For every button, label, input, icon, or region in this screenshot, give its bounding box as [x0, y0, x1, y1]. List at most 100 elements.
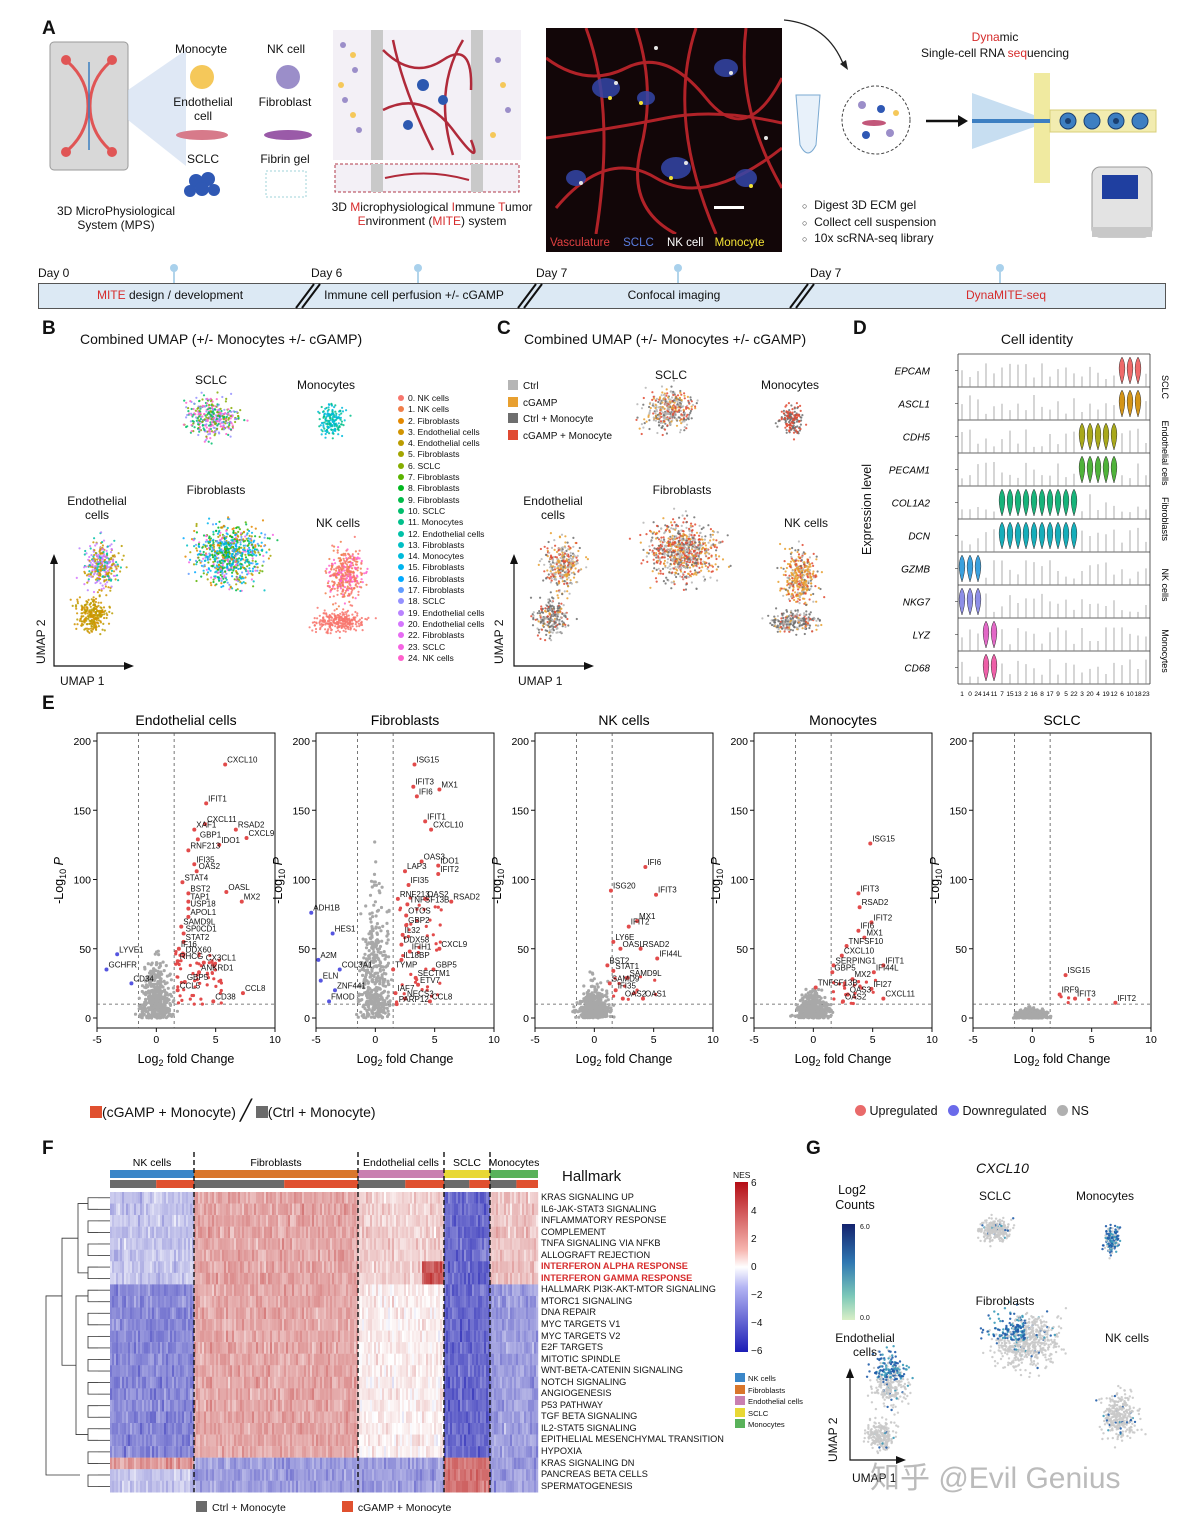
volcano-ytick: 150 [511, 805, 529, 817]
violin [1038, 521, 1046, 550]
volcano-ylabel: -Log10 P [52, 856, 68, 904]
violin-xtick: 19 [1102, 691, 1110, 698]
volcano-title: NK cells [598, 712, 649, 728]
volcano-point-OAS2: OAS2 [423, 890, 449, 901]
volcano-ns-points [1011, 1005, 1053, 1020]
volcano-xtick: 5 [213, 1034, 219, 1046]
curved-arrow [783, 19, 848, 70]
pathway-label: HALLMARK PI3K-AKT-MTOR SIGNALING [541, 1284, 716, 1295]
umap-b-legend-item: 18. SCLC [398, 596, 484, 607]
nes-tick: −4 [751, 1318, 763, 1329]
violin [1102, 422, 1110, 451]
violin [1054, 521, 1062, 550]
volcano-0: Endothelial cells-5 0 5 10050100150200Log2 … [52, 712, 281, 1068]
violin [990, 653, 998, 682]
violin-xtick: 17 [1046, 691, 1054, 698]
cell-nk-label: NK cell [266, 42, 306, 56]
violin [1094, 422, 1102, 451]
gene-label: CD68 [904, 664, 930, 675]
violin [1110, 455, 1118, 484]
pathway-label: WNT-BETA-CATENIN SIGNALING [541, 1365, 684, 1376]
volcano-title: Endothelial cells [135, 712, 236, 728]
heatmap-group-label: Fibroblasts [250, 1157, 301, 1169]
violin [1094, 455, 1102, 484]
group-legend-item: SCLC [735, 1407, 803, 1420]
pathway-label: KRAS SIGNALING UP [541, 1192, 634, 1202]
timeline-bar [38, 283, 1166, 309]
gene-label: EPCAM [894, 367, 930, 378]
violin-row-GZMB: GZMB [901, 554, 1150, 586]
volcano-point-APOL1: APOL1 [186, 908, 217, 919]
pathway-label: TGF BETA SIGNALING [541, 1411, 638, 1422]
volcano-ytick: 0 [304, 1013, 310, 1025]
umap-c-axes [513, 560, 588, 667]
group-legend-item: Monocytes [735, 1419, 803, 1431]
volcano-ytick: 150 [730, 805, 748, 817]
volcano-title: Fibroblasts [371, 712, 439, 728]
volcano-point-STAT2: STAT2 [181, 933, 210, 944]
violin [1070, 488, 1078, 517]
umap-b-cluster-4 [182, 516, 279, 593]
violin-plot: EPCAM ASCL1 CDH5 PECAM1 COL1A2 DCN GZMB NKG7 LYZ… [889, 353, 1170, 698]
violin-xtick: 13 [1014, 691, 1022, 698]
gene-label: PECAM1 [889, 466, 930, 477]
volcano-xtick: 0 [810, 1034, 816, 1046]
violin [1102, 455, 1110, 484]
umap-c-ylabel: UMAP 2 [492, 619, 506, 664]
violin-xtick: 6 [1120, 691, 1124, 698]
umap-g-label-endothelial: Endothelial cells [835, 1331, 895, 1359]
violin-xtick: 0 [968, 691, 972, 698]
violin-group-label: Endothelial cells [1160, 420, 1170, 486]
umap-b-legend-item: 22. Fibroblasts [398, 630, 484, 641]
volcano-point-GBP5: GBP5 [830, 963, 856, 975]
violin [958, 554, 966, 583]
pathway-label: KRAS SIGNALING DN [541, 1457, 635, 1468]
umap-c-label-fibroblasts: Fibroblasts [652, 483, 712, 497]
violin [1006, 521, 1014, 550]
dyna-title-line2: Single-cell RNA sequencing [920, 46, 1070, 60]
umap-b-legend-item: 5. Fibroblasts [398, 449, 484, 460]
volcano-point-BST2: BST2 [186, 884, 211, 896]
volcano-point-IFIT2: IFIT2 [869, 913, 893, 925]
volcano-point-RNF213: RNF213 [186, 841, 221, 853]
umap-b-label-sclc: SCLC [194, 373, 228, 387]
timeline-day-7b: Day 7 [810, 266, 842, 280]
panel-e-legend-left: (cGAMP + Monocyte) ╱ (Ctrl + Monocyte) [90, 1101, 376, 1121]
panel-c-letter: C [497, 318, 511, 339]
panel-e-letter: E [42, 693, 55, 714]
pathway-label: HYPOXIA [541, 1446, 582, 1457]
violin [1006, 488, 1014, 517]
timeline-step-2: Immune cell perfusion +/- cGAMP [324, 288, 504, 302]
umap-g-cluster-1 [1101, 1223, 1122, 1260]
pathway-label: IL6-JAK-STAT3 SIGNALING [541, 1203, 657, 1214]
cell-fibrin-label: Fibrin gel [260, 152, 310, 166]
umap-c-cluster-6 [761, 607, 823, 636]
nes-tick: 0 [751, 1262, 757, 1273]
volcano-ytick: 0 [85, 1013, 91, 1025]
cell-endothelial-label: Endothelial cell [173, 95, 233, 123]
micro-legend: Vasculature SCLC NK cell Monocyte [550, 237, 765, 249]
umap-c-cluster-1 [774, 402, 808, 441]
panel-d-ylabel: Expression level [860, 463, 874, 555]
violin-xtick: 4 [1096, 691, 1100, 698]
timeline-day-7a: Day 7 [536, 266, 568, 280]
violin-xtick: 5 [1064, 691, 1068, 698]
timeline-step-4: DynaMITE-seq [965, 288, 1047, 302]
umap-b-legend-item: 9. Fibroblasts [398, 495, 484, 506]
violin [1046, 488, 1054, 517]
gene-label: COL1A2 [892, 499, 931, 510]
volcano-point-IL18BP: IL18BP [399, 951, 430, 962]
volcano-up-cloud [612, 975, 658, 1001]
violin [1054, 488, 1062, 517]
violin-xtick: 20 [1086, 691, 1094, 698]
violin-xtick: 11 [991, 691, 998, 698]
volcano-xtick: 5 [1089, 1034, 1095, 1046]
heatmap-bottom-legend-item: cGAMP + Monocyte [341, 1501, 451, 1515]
volcano-point-SECTM1: SECTM1 [413, 969, 451, 980]
umap-b-legend-item: 16. Fibroblasts [398, 574, 484, 585]
volcano-point-IFI35: IFI35 [406, 876, 429, 888]
volcano-point-IFI35: IFI35 [192, 855, 215, 867]
nes-tick: −6 [751, 1346, 763, 1357]
violin [974, 554, 982, 583]
violin [1126, 356, 1134, 385]
